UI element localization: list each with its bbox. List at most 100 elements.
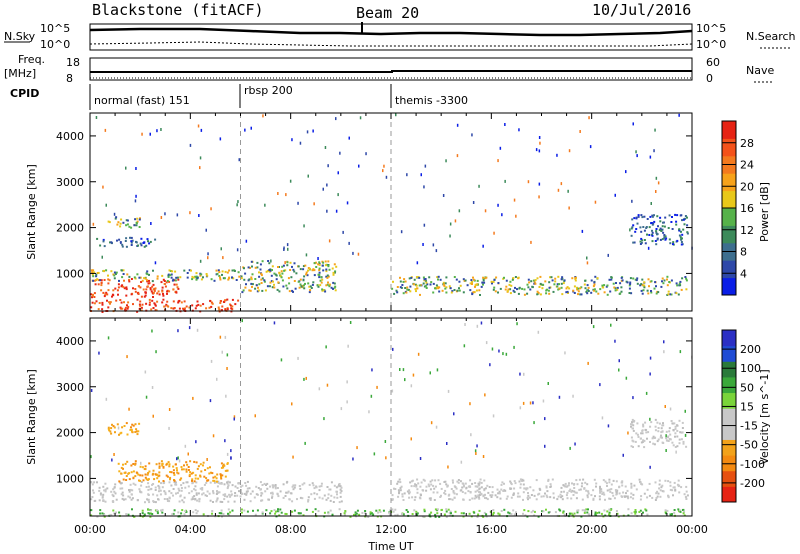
- data-cell: [154, 303, 157, 306]
- data-cell: [167, 276, 170, 278]
- data-cell: [414, 496, 417, 499]
- data-cell: [122, 221, 125, 224]
- data-cell: [399, 487, 402, 490]
- data-cell: [548, 286, 551, 289]
- data-cell: [219, 300, 222, 303]
- data-cell: [169, 471, 172, 473]
- data-cell: [536, 293, 539, 296]
- data-cell: [668, 427, 671, 430]
- data-cell: [519, 486, 522, 489]
- data-cell: [513, 291, 516, 293]
- data-cell: [421, 489, 424, 492]
- data-cell: [453, 496, 456, 499]
- data-cell: [522, 479, 525, 482]
- data-cell: [124, 308, 127, 311]
- data-cell: [266, 285, 269, 288]
- data-cell: [166, 300, 169, 303]
- data-cell: [630, 227, 633, 230]
- data-cell: [652, 435, 655, 438]
- data-cell: [483, 479, 486, 482]
- data-cell: [197, 303, 200, 306]
- data-cell: [148, 501, 151, 504]
- data-cell: [185, 481, 188, 484]
- data-cell: [391, 389, 394, 393]
- data-cell: [332, 287, 334, 290]
- data-cell: [313, 497, 316, 500]
- data-cell: [182, 468, 185, 471]
- data-cell: [177, 511, 180, 514]
- data-cell: [400, 230, 403, 234]
- data-cell: [169, 270, 172, 272]
- nsky-line: [89, 27, 693, 37]
- data-cell: [484, 209, 487, 213]
- data-cell: [458, 280, 461, 283]
- colorbar-tick-label: 50: [740, 381, 754, 394]
- data-cell: [429, 283, 432, 286]
- data-cell: [679, 236, 682, 239]
- data-cell: [599, 485, 601, 488]
- data-cell: [253, 496, 256, 499]
- data-cell: [96, 481, 98, 484]
- data-cell: [311, 510, 314, 513]
- data-cell: [493, 231, 495, 235]
- data-cell: [605, 285, 608, 288]
- data-cell: [518, 287, 521, 290]
- data-cell: [438, 516, 441, 518]
- data-cell: [109, 430, 112, 433]
- data-cell: [430, 511, 433, 514]
- data-cell: [665, 434, 667, 438]
- data-cell: [670, 279, 673, 282]
- data-cell: [450, 488, 453, 490]
- data-cell: [446, 442, 448, 445]
- data-cell: [418, 276, 421, 279]
- data-cell: [451, 498, 454, 501]
- data-cell: [424, 278, 427, 280]
- data-cell: [494, 290, 497, 293]
- data-cell: [256, 266, 259, 269]
- data-cell: [684, 215, 687, 217]
- data-cell: [453, 492, 456, 495]
- data-cell: [321, 278, 324, 281]
- data-cell: [639, 226, 642, 229]
- data-cell: [632, 277, 635, 280]
- data-cell: [91, 301, 94, 304]
- data-cell: [194, 497, 197, 500]
- data-cell: [313, 269, 316, 272]
- data-cell: [317, 257, 319, 260]
- data-cell: [665, 437, 668, 440]
- data-cell: [477, 513, 480, 516]
- data-cell: [640, 283, 643, 286]
- data-cell: [323, 511, 326, 514]
- data-cell: [452, 491, 455, 494]
- data-cell: [395, 289, 398, 292]
- data-cell: [98, 489, 101, 492]
- data-cell: [162, 465, 165, 468]
- data-cell: [140, 484, 143, 487]
- data-cell: [96, 278, 99, 281]
- colorbar-tick-label: 24: [740, 159, 754, 172]
- data-cell: [474, 490, 477, 493]
- data-cell: [217, 480, 220, 483]
- data-cell: [641, 429, 644, 432]
- data-cell: [104, 293, 107, 296]
- data-cell: [119, 225, 122, 228]
- freq-line: [90, 70, 692, 73]
- data-cell: [636, 282, 639, 285]
- data-cell: [114, 273, 117, 275]
- data-cell: [212, 434, 215, 438]
- data-cell: [526, 292, 529, 295]
- data-cell: [189, 471, 192, 474]
- data-cell: [614, 489, 617, 492]
- data-cell: [633, 511, 636, 513]
- data-cell: [580, 286, 583, 289]
- data-cell: [122, 467, 124, 470]
- data-cell: [388, 514, 391, 517]
- velocity-data-layer: [90, 319, 693, 518]
- data-cell: [193, 480, 196, 483]
- data-cell: [384, 440, 387, 443]
- data-cell: [678, 419, 681, 422]
- data-cell: [156, 477, 159, 480]
- data-cell: [491, 347, 494, 351]
- data-cell: [447, 465, 449, 469]
- data-cell: [554, 511, 557, 514]
